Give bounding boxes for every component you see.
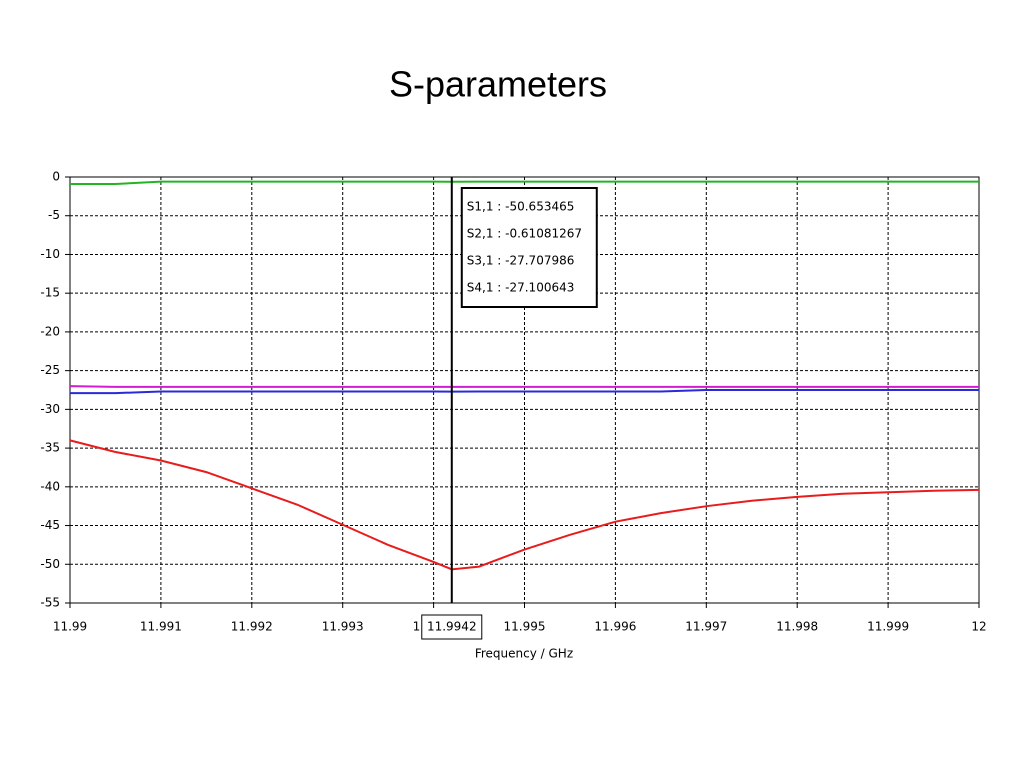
- y-tick-label: -50: [40, 557, 60, 571]
- series-line: [69, 385, 979, 388]
- x-tick-label: 11.999: [867, 620, 909, 634]
- x-tick-label: 12: [971, 620, 986, 634]
- chart-title: S-parameters: [389, 64, 607, 105]
- x-tick-label: 11.996: [594, 620, 636, 634]
- x-tick-label: 11.993: [322, 620, 364, 634]
- y-tick-label: -30: [40, 402, 60, 416]
- y-tick-label: -40: [40, 479, 60, 493]
- x-tick-label: 11.998: [776, 620, 818, 634]
- cursor-x-box: [421, 614, 483, 640]
- series-line: [69, 439, 980, 571]
- y-tick-label: -15: [40, 286, 60, 300]
- cursor-x-label: 11.9942: [427, 620, 477, 634]
- y-tick-label: -45: [40, 518, 60, 532]
- y-tick-label: -10: [40, 247, 60, 261]
- x-tick-label: 11.997: [685, 620, 727, 634]
- readout-box: [460, 187, 598, 308]
- x-axis-label: Frequency / GHz: [475, 647, 573, 661]
- cursor-readout: S2,1 : -0.61081267: [467, 227, 582, 241]
- x-tick-label: 11.995: [504, 620, 546, 634]
- series-line: [70, 389, 979, 395]
- series-line: [70, 180, 979, 185]
- cursor-readout: S3,1 : -27.707986: [467, 254, 575, 268]
- y-tick-label: -25: [40, 363, 60, 377]
- y-tick-label: -20: [40, 324, 60, 338]
- y-tick-label: -35: [40, 441, 60, 455]
- x-tick-label: 11.991: [140, 620, 182, 634]
- cursor-readout: S4,1 : -27.100643: [467, 281, 575, 295]
- x-tick-label: 11.99: [53, 620, 87, 634]
- cursor-readout: S1,1 : -50.653465: [467, 200, 575, 214]
- x-tick-label: 11.992: [231, 620, 273, 634]
- y-tick-label: -5: [48, 208, 60, 222]
- y-tick-label: -55: [40, 596, 60, 610]
- y-tick-label: 0: [52, 170, 60, 184]
